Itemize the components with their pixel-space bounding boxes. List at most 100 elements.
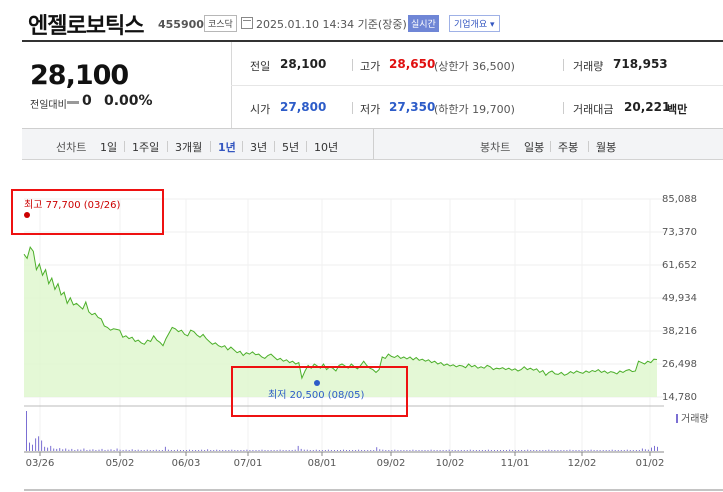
volume-bar (554, 450, 556, 451)
volume-bar (59, 448, 61, 451)
volume-bar (161, 450, 163, 451)
volume-bar (32, 444, 33, 451)
volume-bar (252, 450, 254, 451)
range-1w[interactable]: 1주일 (132, 141, 160, 154)
volume-bar (521, 450, 523, 451)
volume-bar (512, 450, 514, 451)
volume-bar (472, 450, 474, 451)
volume-bar (490, 450, 492, 451)
range-separator (274, 141, 275, 152)
company-info-button[interactable]: 기업개요 ▾ (449, 15, 500, 32)
volume-bar (632, 450, 634, 451)
volume-bar (167, 449, 169, 451)
low-highlight-box (231, 366, 408, 417)
volume-bar (346, 450, 347, 451)
volume-bar (614, 450, 616, 451)
volume-bar (575, 450, 577, 451)
volume-bar (352, 450, 354, 451)
volume-bar (620, 450, 622, 451)
volume-bar (358, 449, 360, 451)
volume-bar (56, 448, 58, 451)
volume-bar (62, 449, 64, 451)
volume-bar (385, 450, 387, 451)
volume-legend-swatch (676, 414, 678, 423)
current-price: 28,100 (30, 60, 129, 91)
volume-bar (427, 450, 429, 451)
volume-bar (291, 450, 293, 451)
price-line (23, 245, 658, 380)
volume-bar (641, 448, 643, 451)
range-separator (167, 141, 168, 152)
volume-bar (497, 450, 498, 451)
volume-bar (581, 450, 583, 451)
volume-bar (330, 450, 332, 451)
x-tick-label: 06/03 (172, 458, 201, 469)
range-separator (588, 141, 589, 152)
low-marker (314, 380, 320, 386)
volume-bar (222, 450, 224, 451)
volume-bar (26, 411, 27, 451)
volume-bar (186, 450, 187, 451)
price-chart[interactable]: 85,088 73,370 61,652 49,934 38,216 26,498 14,7… (0, 160, 723, 492)
volume-bar (397, 450, 399, 451)
volume-bar (400, 450, 402, 451)
volume-bar (306, 449, 308, 451)
volume-bar (415, 450, 417, 451)
volume-bar (647, 449, 649, 451)
volume-bar (234, 450, 236, 451)
volume-bar (267, 450, 269, 451)
low-annotation-label: 최저 20,500 (08/05) (268, 389, 364, 401)
volume-bar (255, 450, 257, 451)
volume-bar (327, 449, 329, 451)
volume-bar (590, 449, 592, 451)
volume-bar (388, 450, 390, 451)
volume-bar (113, 450, 115, 451)
range-1y[interactable]: 1년 (218, 141, 236, 154)
trade-value-label: 거래대금 (573, 103, 614, 116)
volume-bar (487, 449, 489, 451)
volume-bar (349, 450, 350, 451)
volume-bar (321, 450, 323, 451)
volume-bar (638, 450, 640, 451)
volume-bar (596, 450, 598, 451)
volume-bar (210, 450, 212, 451)
volume-bar (424, 450, 426, 451)
volume-bar (478, 450, 480, 451)
realtime-badge[interactable]: 실시간 (408, 15, 439, 32)
volume-bar (337, 450, 338, 451)
volume-bar (406, 450, 408, 451)
range-5y[interactable]: 5년 (282, 141, 300, 154)
volume-bar (38, 436, 40, 451)
chart-grid (24, 198, 664, 452)
range-1d[interactable]: 1일 (100, 141, 118, 154)
volume-bar (89, 449, 91, 451)
range-10y[interactable]: 10년 (314, 141, 339, 154)
volume-bar (481, 450, 483, 451)
candle-weekly[interactable]: 주봉 (558, 141, 579, 154)
candle-monthly[interactable]: 월봉 (596, 141, 617, 154)
volume-bar (41, 440, 43, 451)
volume-bar (83, 448, 85, 451)
volume-bar (578, 450, 580, 451)
change-value: 0 (82, 93, 92, 109)
volume-bar (213, 450, 215, 451)
volume-bar (484, 450, 486, 451)
candle-daily[interactable]: 일봉 (524, 141, 545, 154)
volume-bar (412, 449, 414, 451)
range-3y[interactable]: 3년 (250, 141, 268, 154)
trade-value-unit: 백만 (667, 103, 688, 116)
volume-bar (125, 449, 127, 451)
volume-bar (530, 450, 532, 451)
low-value: 27,350 (389, 100, 436, 114)
change-label: 전일대비 (30, 100, 67, 111)
volume-bar (536, 450, 538, 451)
x-tick-label: 12/02 (568, 458, 597, 469)
volume-bar (539, 450, 541, 451)
volume-bar (155, 449, 157, 451)
volume-bar (309, 450, 311, 451)
volume-bar (421, 450, 423, 451)
volume-bar (409, 450, 411, 451)
range-3m[interactable]: 3개월 (175, 141, 203, 154)
high-label: 고가 (360, 60, 381, 73)
volume-bar (164, 446, 166, 451)
